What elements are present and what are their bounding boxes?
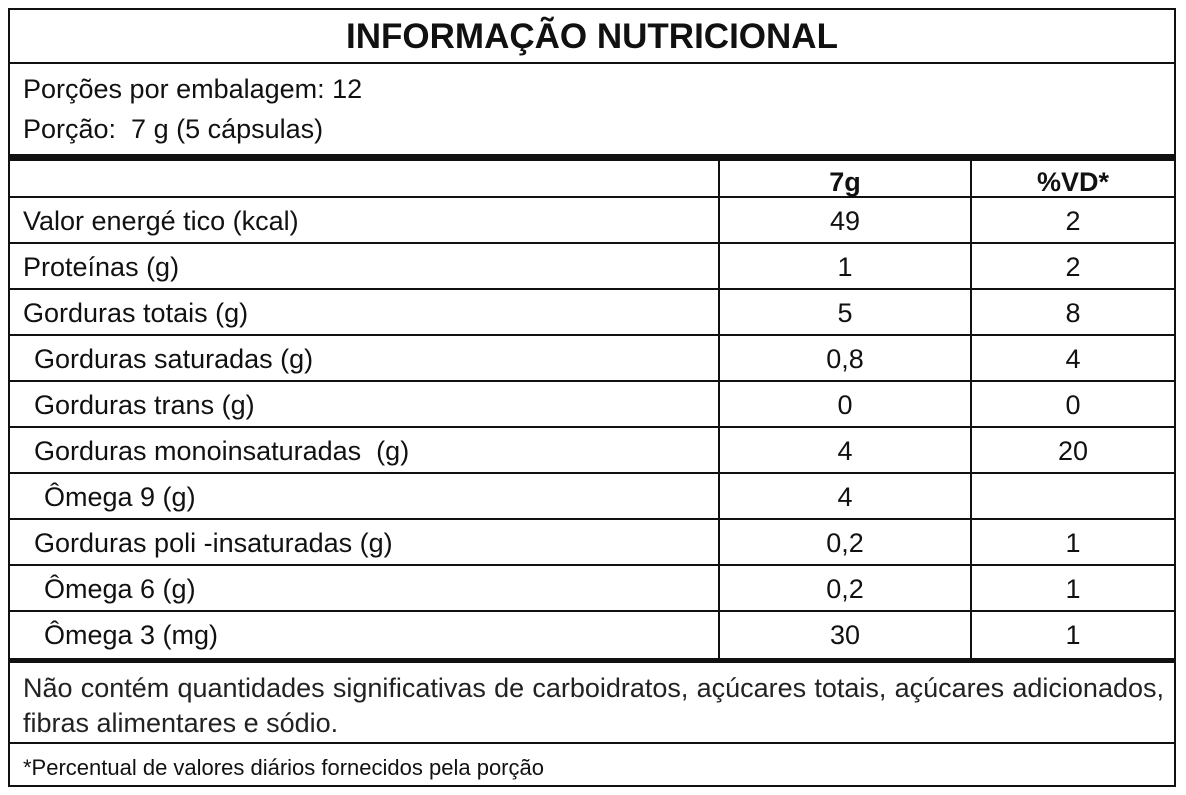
table-cell: 4: [1065, 344, 1081, 374]
table-cell: 2: [1065, 252, 1081, 282]
table-cell: 0: [1065, 390, 1081, 420]
table-cell: 1: [720, 244, 972, 288]
table-cell: 30: [720, 612, 972, 658]
servings: Porções por embalagem: 12: [23, 74, 363, 104]
table-row: Gorduras trans (g) 0 0: [10, 382, 1174, 428]
serving-info: Porções por embalagem: 12 Porção: 7 g (5…: [10, 68, 1174, 154]
table-cell: Ômega 3 (mg): [10, 612, 720, 658]
table-cell: 0,8: [720, 336, 972, 380]
table-row: Gorduras poli -insaturadas (g) 0,2 1: [10, 520, 1174, 566]
table-body: Valor energé tico (kcal) 49 2 Proteínas (g)…: [10, 198, 1174, 658]
table-cell: Ômega 9 (g): [10, 474, 720, 518]
table-cell: [972, 474, 1174, 518]
table-row: Gorduras saturadas (g) 0,8 4: [10, 336, 1174, 382]
table-row: Gorduras totais (g) 5 8: [10, 290, 1174, 336]
table-cell: 49: [720, 198, 972, 242]
header-cell: %VD*: [1036, 167, 1110, 197]
table-cell: 1: [1065, 574, 1081, 604]
title: INFORMAÇÃO NUTRICIONAL: [10, 10, 1174, 64]
header-cell: [10, 161, 720, 196]
footnote: *Percentual de valores diários fornecido…: [23, 755, 544, 780]
table-cell: 1: [1065, 620, 1081, 650]
table-cell: Valor energé tico (kcal): [10, 198, 720, 242]
table-cell: 4: [720, 428, 972, 472]
table-cell: 2: [1065, 206, 1081, 236]
table-cell: Proteínas (g): [10, 244, 720, 288]
header-cell: 7g: [720, 161, 972, 197]
table-row: Gorduras monoinsaturadas (g) 4 20: [10, 428, 1174, 474]
table-cell: 8: [1065, 298, 1081, 328]
divider: [10, 154, 1174, 161]
table-cell: Gorduras saturadas (g): [10, 336, 720, 380]
table-cell: Gorduras totais (g): [10, 290, 720, 334]
table-row: Ômega 6 (g) 0,2 1: [10, 566, 1174, 612]
table-cell: 4: [720, 474, 972, 518]
table-cell: 1: [1065, 528, 1081, 558]
table-cell: 20: [1057, 436, 1089, 466]
nutrition-label: INFORMAÇÃO NUTRICIONAL Porções por embal…: [8, 8, 1176, 787]
serving-size: Porção: 7 g (5 cápsulas): [23, 114, 324, 144]
table-cell: 5: [720, 290, 972, 334]
table-cell: Gorduras poli -insaturadas (g): [10, 520, 720, 564]
table-row: Proteínas (g) 1 2: [10, 244, 1174, 290]
table-row: Ômega 9 (g) 4: [10, 474, 1174, 520]
table-cell: 0,2: [720, 566, 972, 610]
divider: [10, 658, 1174, 663]
table-row: Valor energé tico (kcal) 49 2: [10, 198, 1174, 244]
table-cell: 0: [720, 382, 972, 426]
table-cell: Gorduras trans (g): [10, 382, 720, 426]
table-cell: Ômega 6 (g): [10, 566, 720, 610]
note: Não contém quantidades significativas de…: [10, 663, 1174, 744]
table-cell: Gorduras monoinsaturadas (g): [10, 428, 720, 472]
table-row: Ômega 3 (mg) 30 1: [10, 612, 1174, 658]
header-row: 7g %VD*: [10, 161, 1174, 198]
table-cell: 0,2: [720, 520, 972, 564]
